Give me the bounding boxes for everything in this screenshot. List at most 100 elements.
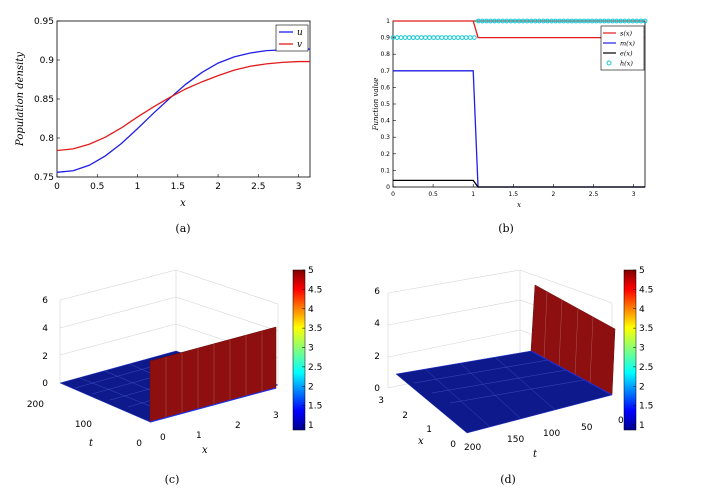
panel-c-z-tick-6: 6 <box>42 296 48 306</box>
panel-b-legend-label: e(x) <box>620 50 633 58</box>
panel-a-legend-u-label: u <box>297 28 303 38</box>
panel-d-colorbar-label: 4 <box>639 305 645 315</box>
panel-d-colorbar-label: 3 <box>639 344 645 354</box>
panel-a-line-chart: 0 0.5 1 1.5 2 2.5 3 0.75 0.8 0.85 0.9 0.95 x Popul… <box>15 17 311 235</box>
panel-d-z-tick-2: 2 <box>374 352 380 362</box>
panel-c-x-tick-1: 1 <box>196 431 202 441</box>
panel-d-x-tick-2: 2 <box>402 411 408 421</box>
panel-b-hx-marker <box>642 18 648 24</box>
panel-b-y-tick-label: 0.3 <box>380 134 390 141</box>
panel-c-caption: (c) <box>165 473 180 486</box>
panel-b-legend-label: s(x) <box>620 30 633 38</box>
panel-d-t-tick-150: 150 <box>507 435 524 445</box>
panel-d-z-tick-0: 0 <box>374 384 380 394</box>
panel-b-line-chart: 0 0.5 1 1.5 2 2.5 3 0 0.1 0.2 0.3 0.4 0.5 0.6 0.7 0.8 0… <box>372 18 648 235</box>
panel-b-y-tick-label: 0.7 <box>380 68 390 75</box>
panel-c-z-tick-2: 2 <box>42 352 48 362</box>
panel-d-x-tick-3: 3 <box>378 396 384 406</box>
panel-a-legend: u v <box>275 24 309 52</box>
panel-c-x-tick-3: 3 <box>273 411 279 421</box>
panel-b-x-tick-label: 1.5 <box>509 191 519 198</box>
panel-d-caption: (d) <box>500 473 516 486</box>
panel-c-colorbar-label: 3.5 <box>308 324 322 334</box>
panel-a-x-label: x <box>180 198 186 209</box>
panel-a-x-tick-label: 0 <box>54 182 60 192</box>
panel-b-x-tick-label: 0 <box>391 191 395 198</box>
panel-c-colorbar-label: 4.5 <box>308 285 322 295</box>
panel-b-x-tick-label: 2.5 <box>589 191 599 198</box>
panel-b-legend-label: m(x) <box>620 40 635 48</box>
panel-c-x-tick-2: 2 <box>235 421 241 431</box>
panel-a-x-tick-label: 2 <box>215 182 221 192</box>
panel-a-caption: (a) <box>175 222 190 235</box>
panel-c-colorbar-label: 4 <box>308 305 314 315</box>
panel-d-colorbar-label: 1.5 <box>639 402 653 412</box>
panel-c-x-tick-0: 0 <box>160 433 166 443</box>
panel-a-y-tick-label: 0.85 <box>34 95 54 105</box>
panel-d-x-tick-0: 0 <box>450 440 456 450</box>
panel-d-colorbar-label: 2.5 <box>639 363 653 373</box>
panel-d-surface-edge <box>530 350 613 396</box>
panel-b-y-tick-label: 0.4 <box>380 118 390 125</box>
panel-c-colorbar <box>292 269 306 431</box>
panel-d-surface: 6 4 2 0 3 2 1 0 200 150 100 50 0 x t 5 4.… <box>374 266 653 486</box>
panel-c-colorbar-label: 2.5 <box>308 363 322 373</box>
panel-b-series-ex <box>393 179 645 188</box>
panel-c-colorbar-label: 2 <box>308 382 314 392</box>
panel-c-z-tick-0: 0 <box>42 379 48 389</box>
panel-b-legend-marker <box>606 60 612 66</box>
panel-a-x-tick-label: 3 <box>296 182 302 192</box>
panel-b-hx-marker <box>471 35 477 40</box>
panel-b-y-tick-label: 0.6 <box>380 84 390 91</box>
panel-a-x-tick-label: 2.5 <box>251 182 265 192</box>
panel-d-x-tick-1: 1 <box>426 425 432 435</box>
panel-b-y-label: Function value <box>372 78 380 132</box>
panel-b-y-tick-label: 1 <box>386 18 390 25</box>
panel-c-colorbar-label: 1 <box>308 421 314 431</box>
panel-c-surface: 6 4 2 0 200 100 0 0 1 2 3 t x 5 4.5 4 3.5 3 2… <box>27 266 323 486</box>
panel-c-surface-front-edge <box>149 387 277 423</box>
panel-b-y-tick-label: 0 <box>386 184 390 191</box>
panel-a-y-label: Population density <box>15 52 26 147</box>
panel-b-y-tick-label: 0.1 <box>380 167 390 174</box>
panel-a-y-tick-label: 0.95 <box>34 17 54 27</box>
panel-d-t-tick-0: 0 <box>618 416 624 426</box>
panel-b-y-tick-label: 0.2 <box>380 151 390 158</box>
panel-a-legend-box <box>275 24 309 52</box>
panel-c-colorbar-label: 5 <box>308 266 314 276</box>
panel-d-wall-mesh <box>543 291 594 384</box>
panel-d-colorbar-label: 1 <box>639 421 645 431</box>
panel-b-y-tick-label: 0.5 <box>380 101 390 108</box>
panel-d-t-tick-200: 200 <box>464 443 481 453</box>
panel-b-legend: s(x) m(x) e(x) h(x) <box>600 25 645 71</box>
panel-a-series-u <box>56 48 310 173</box>
panel-a-legend-v-label: v <box>297 40 302 50</box>
panel-d-z-tick-4: 4 <box>374 319 380 329</box>
panel-d-z-tick-6: 6 <box>374 287 380 297</box>
panel-c-colorbar-label: 3 <box>308 344 314 354</box>
panel-d-t-tick-50: 50 <box>581 423 593 433</box>
panel-b-x-label: x <box>517 201 521 209</box>
panel-b-x-tick-label: 1 <box>471 191 475 198</box>
panel-a-x-tick-label: 1 <box>135 182 141 192</box>
panel-c-t-label: t <box>89 438 94 449</box>
panel-b-x-tick-label: 3 <box>632 191 636 198</box>
panel-b-y-tick-label: 0.9 <box>380 35 390 42</box>
panel-a-x-tick-label: 0.5 <box>90 182 104 192</box>
panel-c-t-tick-200: 200 <box>27 400 44 410</box>
panel-b-legend-label: h(x) <box>620 60 633 68</box>
panel-a-y-tick-label: 0.9 <box>40 56 55 66</box>
panel-b-caption: (b) <box>498 222 514 235</box>
panel-c-surface-high <box>149 326 277 423</box>
panel-d-colorbar-label: 5 <box>639 266 645 276</box>
panel-c-z-tick-4: 4 <box>42 324 48 334</box>
panel-d-colorbar-label: 3.5 <box>639 324 653 334</box>
panel-d-colorbar-label: 4.5 <box>639 285 653 295</box>
panel-b-y-tick-label: 0.8 <box>380 51 390 58</box>
panel-c-x-label: x <box>202 445 208 456</box>
panel-c-t-tick-0: 0 <box>136 439 142 449</box>
panel-d-t-label: t <box>533 449 538 460</box>
panel-d-x-label: x <box>418 436 424 447</box>
panel-b-series-sx <box>393 20 645 39</box>
